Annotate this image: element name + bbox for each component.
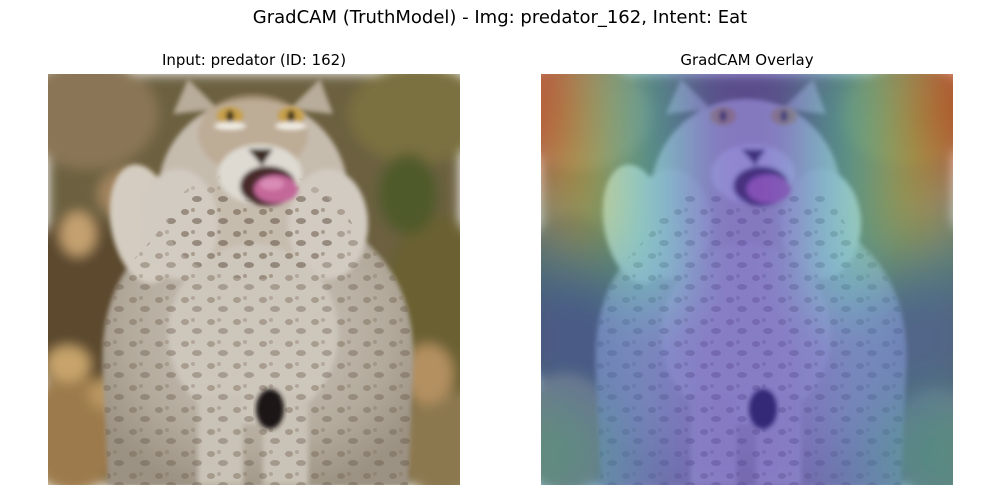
gradcam-overlay-title: GradCAM Overlay (680, 51, 814, 69)
figure-title: GradCAM (TruthModel) - Img: predator_162… (252, 7, 748, 28)
gradcam-overlay-image (541, 74, 953, 485)
input-image-title: Input: predator (ID: 162) (161, 51, 347, 69)
input-image (48, 74, 460, 485)
